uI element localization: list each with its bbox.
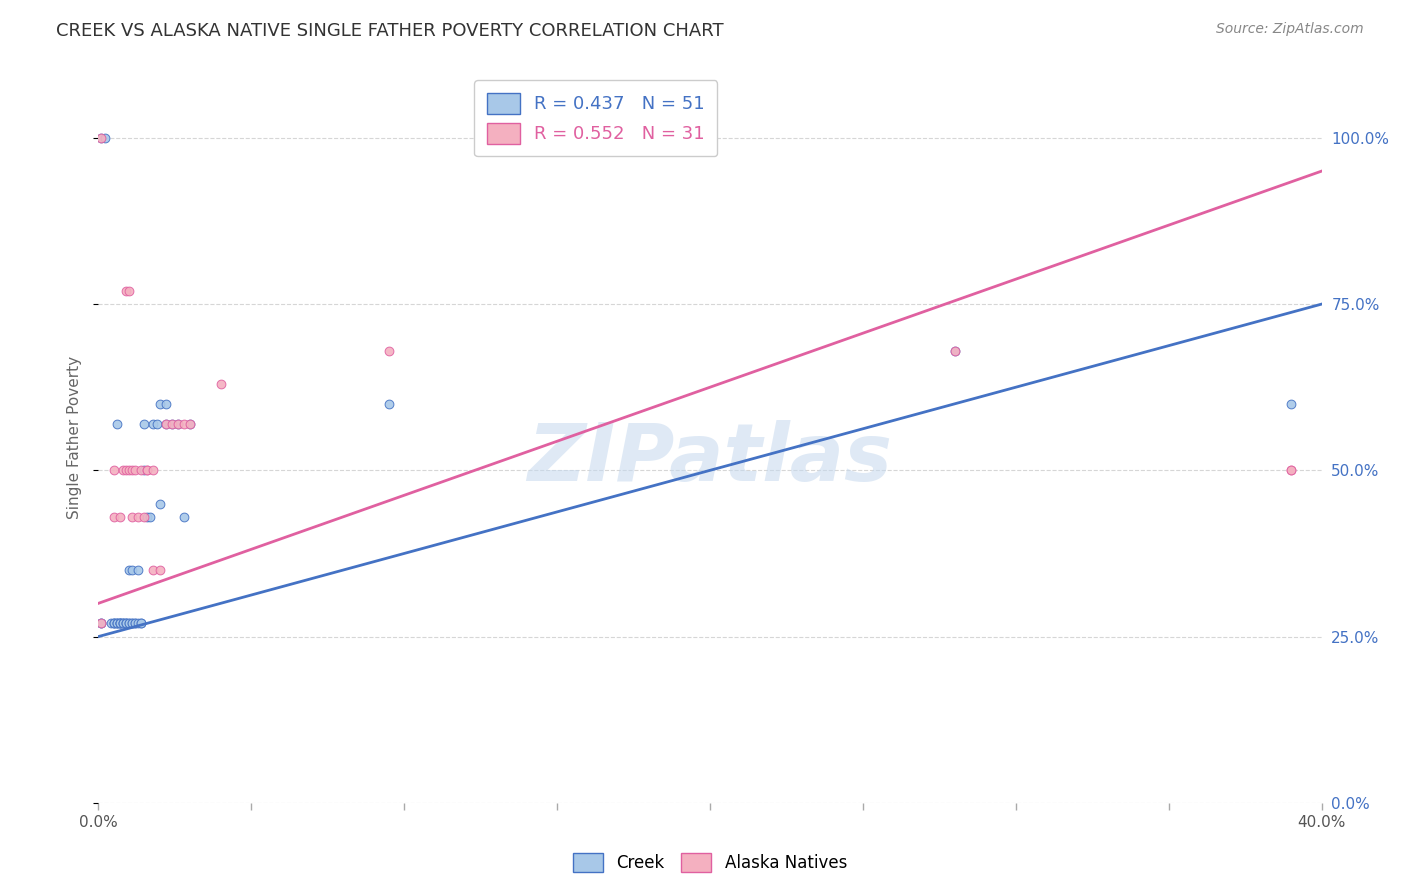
Point bbox=[93, 131, 115, 145]
Point bbox=[105, 616, 128, 631]
Point bbox=[121, 616, 143, 631]
Point bbox=[149, 563, 172, 577]
Point bbox=[129, 616, 152, 631]
Point bbox=[1279, 397, 1302, 411]
Point bbox=[118, 616, 141, 631]
Point bbox=[142, 463, 165, 477]
Point bbox=[124, 616, 146, 631]
Point bbox=[118, 463, 141, 477]
Point bbox=[108, 616, 131, 631]
Point bbox=[115, 616, 138, 631]
Point bbox=[105, 417, 128, 431]
Point bbox=[129, 463, 152, 477]
Point bbox=[121, 616, 143, 631]
Point bbox=[111, 616, 134, 631]
Point bbox=[160, 417, 183, 431]
Point bbox=[108, 616, 131, 631]
Point bbox=[124, 616, 146, 631]
Point bbox=[105, 616, 128, 631]
Point bbox=[149, 497, 172, 511]
Point bbox=[209, 376, 232, 391]
Point bbox=[108, 616, 131, 631]
Point bbox=[111, 463, 134, 477]
Point bbox=[111, 616, 134, 631]
Point bbox=[155, 417, 177, 431]
Point bbox=[111, 616, 134, 631]
Point bbox=[121, 509, 143, 524]
Point bbox=[118, 563, 141, 577]
Point bbox=[90, 616, 112, 631]
Point bbox=[173, 417, 195, 431]
Point bbox=[103, 509, 125, 524]
Point bbox=[1279, 463, 1302, 477]
Point bbox=[90, 131, 112, 145]
Point bbox=[129, 616, 152, 631]
Point bbox=[127, 509, 149, 524]
Point bbox=[90, 131, 112, 145]
Point bbox=[149, 397, 172, 411]
Legend: Creek, Alaska Natives: Creek, Alaska Natives bbox=[567, 846, 853, 879]
Point bbox=[167, 417, 190, 431]
Point bbox=[179, 417, 201, 431]
Text: CREEK VS ALASKA NATIVE SINGLE FATHER POVERTY CORRELATION CHART: CREEK VS ALASKA NATIVE SINGLE FATHER POV… bbox=[56, 22, 724, 40]
Point bbox=[103, 616, 125, 631]
Point bbox=[943, 343, 966, 358]
Point bbox=[155, 417, 177, 431]
Point bbox=[108, 509, 131, 524]
Point bbox=[103, 463, 125, 477]
Point bbox=[115, 284, 138, 298]
Point bbox=[100, 616, 122, 631]
Point bbox=[121, 463, 143, 477]
Point bbox=[127, 563, 149, 577]
Point bbox=[136, 463, 159, 477]
Point bbox=[155, 397, 177, 411]
Point bbox=[121, 563, 143, 577]
Point bbox=[118, 616, 141, 631]
Point bbox=[134, 509, 156, 524]
Point bbox=[115, 616, 138, 631]
Point bbox=[136, 509, 159, 524]
Point bbox=[108, 616, 131, 631]
Point bbox=[173, 509, 195, 524]
Point bbox=[378, 397, 401, 411]
Point bbox=[127, 616, 149, 631]
Point bbox=[142, 417, 165, 431]
Point bbox=[103, 616, 125, 631]
Point bbox=[103, 616, 125, 631]
Point bbox=[179, 417, 201, 431]
Text: ZIPatlas: ZIPatlas bbox=[527, 420, 893, 498]
Point bbox=[134, 417, 156, 431]
Point bbox=[943, 343, 966, 358]
Point bbox=[134, 463, 156, 477]
Point bbox=[105, 616, 128, 631]
Point bbox=[378, 343, 401, 358]
Point bbox=[118, 284, 141, 298]
Point bbox=[90, 616, 112, 631]
Point bbox=[115, 463, 138, 477]
Y-axis label: Single Father Poverty: Single Father Poverty bbox=[67, 356, 83, 518]
Point bbox=[139, 509, 162, 524]
Text: Source: ZipAtlas.com: Source: ZipAtlas.com bbox=[1216, 22, 1364, 37]
Point bbox=[145, 417, 167, 431]
Point bbox=[136, 463, 159, 477]
Point bbox=[90, 616, 112, 631]
Point bbox=[115, 616, 138, 631]
Point bbox=[160, 417, 183, 431]
Point bbox=[1279, 463, 1302, 477]
Point bbox=[167, 417, 190, 431]
Point bbox=[124, 463, 146, 477]
Point bbox=[142, 563, 165, 577]
